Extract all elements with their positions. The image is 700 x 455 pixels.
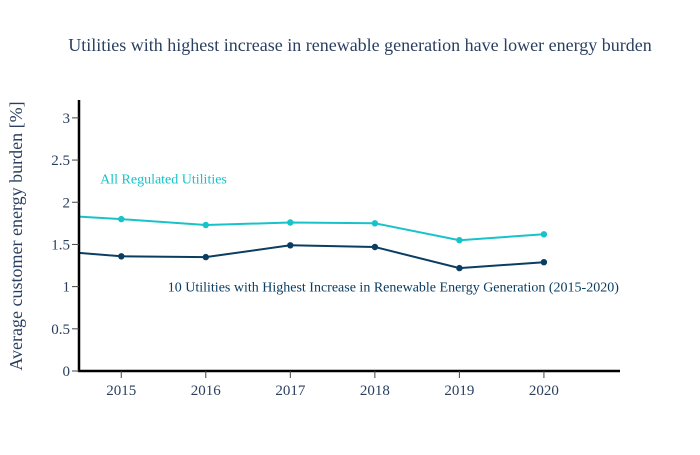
series-0-point-4 xyxy=(371,220,379,227)
y-tick-label-3: 1.5 xyxy=(51,237,70,253)
y-axis-label: Average customer energy burden [%] xyxy=(6,101,26,370)
x-tick-label-1: 2016 xyxy=(191,383,222,399)
series-1-point-4 xyxy=(371,243,379,251)
y-tick-label-1: 0.5 xyxy=(51,322,70,338)
x-tick-label-0: 2015 xyxy=(106,383,136,399)
annotations: All Regulated Utilities 10 Utilities with… xyxy=(100,173,619,296)
x-tick-label-3: 2018 xyxy=(360,383,390,399)
series-0-point-5 xyxy=(456,237,463,244)
series-1-point-1 xyxy=(118,253,125,260)
series-1-point-5 xyxy=(456,264,463,272)
series-line-1 xyxy=(78,244,544,270)
series-1-point-2 xyxy=(202,253,209,261)
series-0-point-1 xyxy=(118,215,125,223)
y-tick-label-0: 0 xyxy=(63,364,71,380)
annotation-1: 10 Utilities with Highest Increase in Re… xyxy=(168,281,619,296)
series-0-point-6 xyxy=(540,231,548,238)
series-1-point-3 xyxy=(287,242,294,249)
x-tick-label-4: 2019 xyxy=(444,383,474,399)
y-tick-label-6: 3 xyxy=(63,111,71,127)
chart-title: Utilities with highest increase in renew… xyxy=(68,35,651,55)
series-line-0 xyxy=(78,215,544,242)
y-tick-label-4: 2 xyxy=(63,195,71,211)
x-tick-label-2: 2017 xyxy=(275,383,306,399)
y-tick-label-2: 1 xyxy=(63,280,71,296)
annotation-0: All Regulated Utilities xyxy=(100,173,227,188)
plot-area xyxy=(78,215,548,272)
y-tick-label-5: 2.5 xyxy=(51,153,70,169)
axis-ticks: 0 0.5 1 1.5 2 2.5 3 2015 2016 2017 2018 2019 2020 xyxy=(51,111,559,399)
series-0-point-2 xyxy=(202,221,209,229)
x-tick-label-5: 2020 xyxy=(529,383,559,399)
series-0-point-3 xyxy=(287,219,294,226)
series-1-point-6 xyxy=(540,259,548,266)
